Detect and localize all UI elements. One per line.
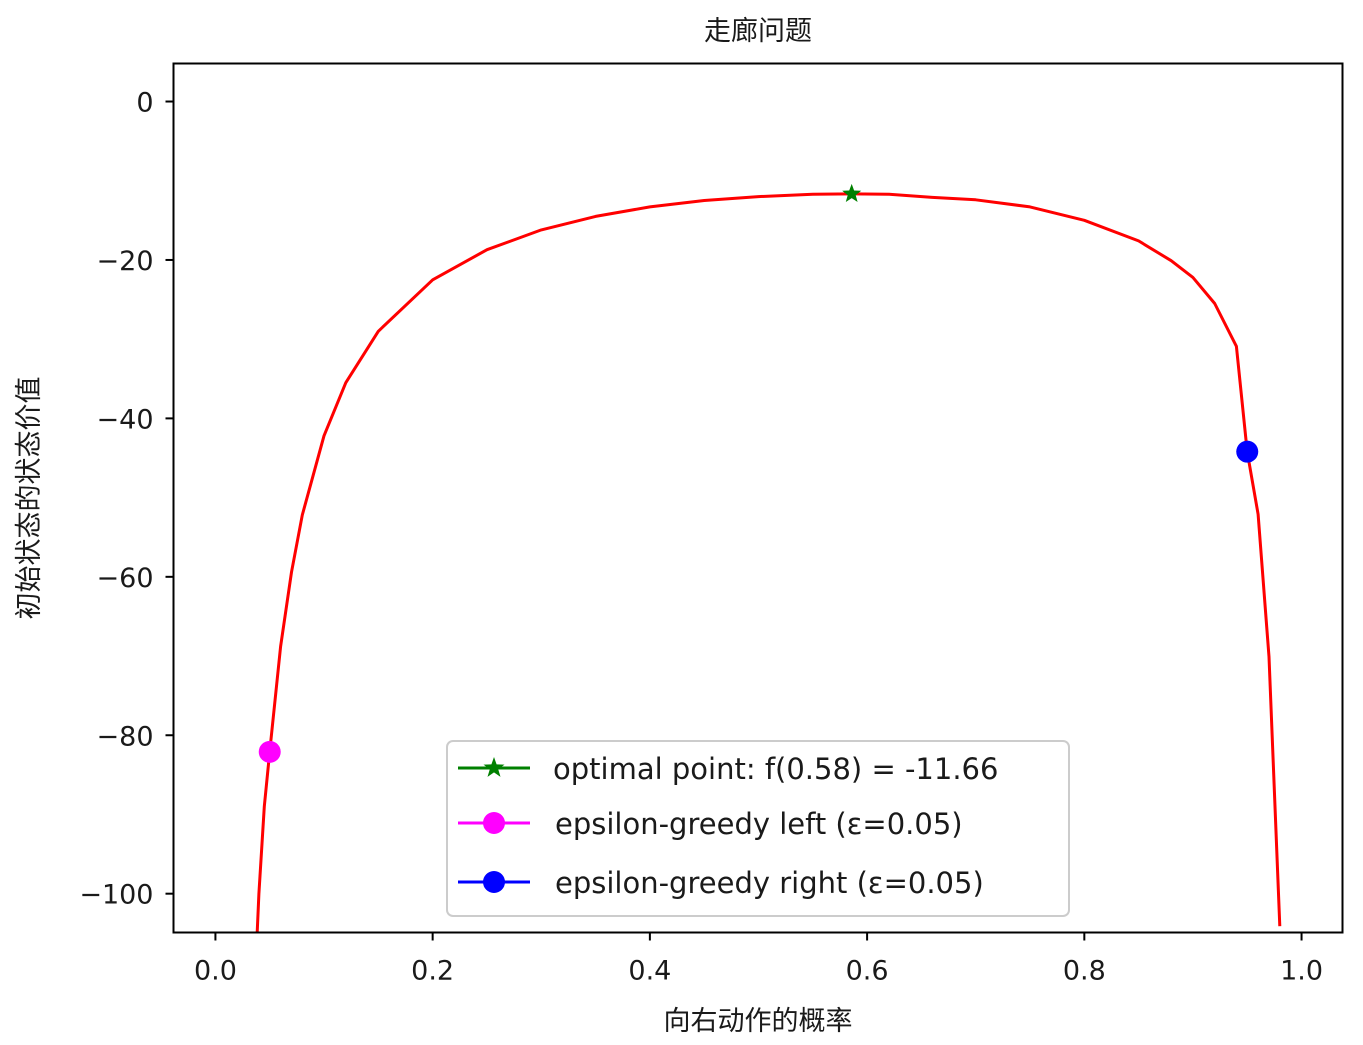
y-tick-label: −20 (97, 246, 154, 277)
legend-box (446, 740, 1070, 917)
y-axis-ticks: 0 −20 −40 −60 −80 −100 (79, 88, 174, 911)
y-tick-label: −40 (97, 404, 154, 435)
star-marker-icon (483, 757, 505, 777)
legend-label-left: epsilon-greedy left (ε=0.05) (555, 807, 963, 841)
curve-line (255, 192, 1282, 932)
legend-label-right: epsilon-greedy right (ε=0.05) (555, 866, 984, 900)
y-tick-label: −60 (97, 563, 154, 594)
x-tick-label: 0.0 (194, 956, 237, 987)
y-tick-label: −80 (97, 721, 154, 752)
x-tick-label: 0.6 (846, 956, 889, 987)
legend-item-right: epsilon-greedy right (ε=0.05) (458, 866, 984, 900)
y-tick-label: 0 (136, 88, 153, 119)
plot-frame (172, 62, 1344, 934)
circle-marker-icon (483, 871, 505, 893)
x-axis-ticks: 0.0 0.2 0.4 0.6 0.8 1.0 (194, 932, 1323, 987)
x-tick-label: 0.8 (1063, 956, 1106, 987)
data-point-marker (1236, 440, 1259, 463)
circle-marker-icon (483, 812, 505, 834)
value-curve (255, 192, 1282, 932)
x-tick-label: 0.4 (628, 956, 671, 987)
legend: optimal point: f(0.58) = -11.66 epsilon-… (446, 740, 1070, 917)
data-point-marker (258, 740, 281, 763)
x-tick-label: 0.2 (411, 956, 454, 987)
optimal-point-marker (842, 183, 862, 202)
legend-label-optimal: optimal point: f(0.58) = -11.66 (553, 752, 998, 786)
chart-title: 走廊问题 (704, 16, 812, 47)
legend-item-optimal: optimal point: f(0.58) = -11.66 (458, 752, 998, 786)
y-tick-label: −100 (79, 880, 153, 911)
x-axis-label: 向右动作的概率 (664, 1006, 853, 1037)
legend-item-left: epsilon-greedy left (ε=0.05) (458, 807, 963, 841)
y-axis-label: 初始状态的状态价值 (14, 377, 45, 620)
markers (258, 183, 1259, 763)
x-tick-label: 1.0 (1280, 956, 1323, 987)
